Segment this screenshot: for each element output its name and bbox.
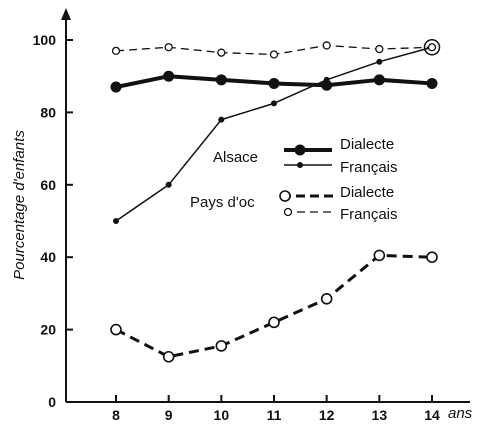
series-line-pays-d-oc-dialecte <box>115 253 433 359</box>
legend: Alsace Dialecte Français Pays d'oc Diale… <box>190 136 398 223</box>
series-pays-d-oc-dialecte <box>110 249 438 363</box>
y-tick-label: 20 <box>40 322 56 338</box>
data-point-alsace-fran-ais <box>113 218 119 224</box>
data-point-pays-d-oc-dialecte <box>110 323 122 336</box>
data-point-pays-d-oc-fran-ais <box>427 43 437 52</box>
x-tick-label: 9 <box>165 407 173 423</box>
axes <box>61 8 470 403</box>
data-point-pays-d-oc-dialecte <box>162 350 175 363</box>
data-point-pays-d-oc-dialecte <box>320 293 333 305</box>
x-tick-label: 10 <box>214 407 230 423</box>
data-point-alsace-dialecte <box>373 74 385 86</box>
legend-marker-alsace-dialecte <box>294 144 306 156</box>
y-ticks: 0 20 40 60 80 100 <box>33 32 73 410</box>
y-axis-label: Pourcentage d'enfants <box>11 130 28 280</box>
legend-label-oc-dialecte: Dialecte <box>340 184 394 201</box>
y-tick-label: 60 <box>40 177 56 193</box>
legend-marker-oc-dialecte <box>279 190 291 202</box>
data-point-pays-d-oc-fran-ais <box>269 50 279 59</box>
data-point-pays-d-oc-fran-ais <box>217 48 226 57</box>
data-point-pays-d-oc-dialecte <box>373 249 386 262</box>
y-tick-label: 0 <box>48 394 56 410</box>
legend-label-alsace-dialecte: Dialecte <box>340 136 394 153</box>
data-point-alsace-dialecte <box>163 70 175 82</box>
data-point-alsace-fran-ais <box>323 76 330 83</box>
legend-label-oc-francais: Français <box>340 206 398 223</box>
data-point-pays-d-oc-fran-ais <box>322 41 331 50</box>
data-point-alsace-fran-ais <box>218 116 225 123</box>
data-point-alsace-dialecte <box>215 74 227 86</box>
legend-group-alsace: Alsace <box>213 149 258 166</box>
y-axis-arrow <box>61 8 71 20</box>
series-pays-d-oc-fran-ais <box>111 41 437 59</box>
legend-marker-oc-francais <box>283 207 293 217</box>
data-point-pays-d-oc-dialecte <box>215 340 228 352</box>
x-tick-label: 11 <box>267 407 282 423</box>
data-point-pays-d-oc-fran-ais <box>111 46 121 56</box>
data-point-alsace-fran-ais <box>376 58 383 65</box>
convergence-ring <box>423 38 441 56</box>
y-tick-label: 80 <box>40 104 56 120</box>
x-tick-label: 12 <box>319 407 335 423</box>
data-point-pays-d-oc-dialecte <box>426 251 438 264</box>
x-tick-label: 13 <box>372 407 388 423</box>
data-point-pays-d-oc-fran-ais <box>375 44 384 54</box>
data-point-alsace-fran-ais <box>165 181 172 188</box>
x-tick-label: 14 <box>424 407 440 423</box>
x-axis-label: ans <box>448 405 473 422</box>
series-layer <box>110 38 441 363</box>
series-alsace-dialecte <box>110 70 438 93</box>
legend-marker-alsace-francais <box>297 162 303 168</box>
x-tick-label: 8 <box>112 407 120 423</box>
data-point-alsace-dialecte <box>321 79 333 91</box>
data-point-alsace-dialecte <box>268 77 280 89</box>
data-point-pays-d-oc-fran-ais <box>164 43 173 52</box>
y-tick-label: 40 <box>40 249 56 265</box>
y-tick-label: 100 <box>33 32 57 48</box>
data-point-alsace-dialecte <box>110 81 122 93</box>
legend-group-pays-doc: Pays d'oc <box>190 194 255 211</box>
data-point-alsace-dialecte <box>426 77 438 89</box>
series-alsace-fran-ais <box>113 44 435 224</box>
x-ticks: 8 9 10 11 12 13 14 <box>112 395 440 423</box>
data-point-alsace-fran-ais <box>271 100 277 107</box>
data-point-pays-d-oc-dialecte <box>268 316 280 329</box>
legend-label-alsace-francais: Français <box>340 159 398 176</box>
